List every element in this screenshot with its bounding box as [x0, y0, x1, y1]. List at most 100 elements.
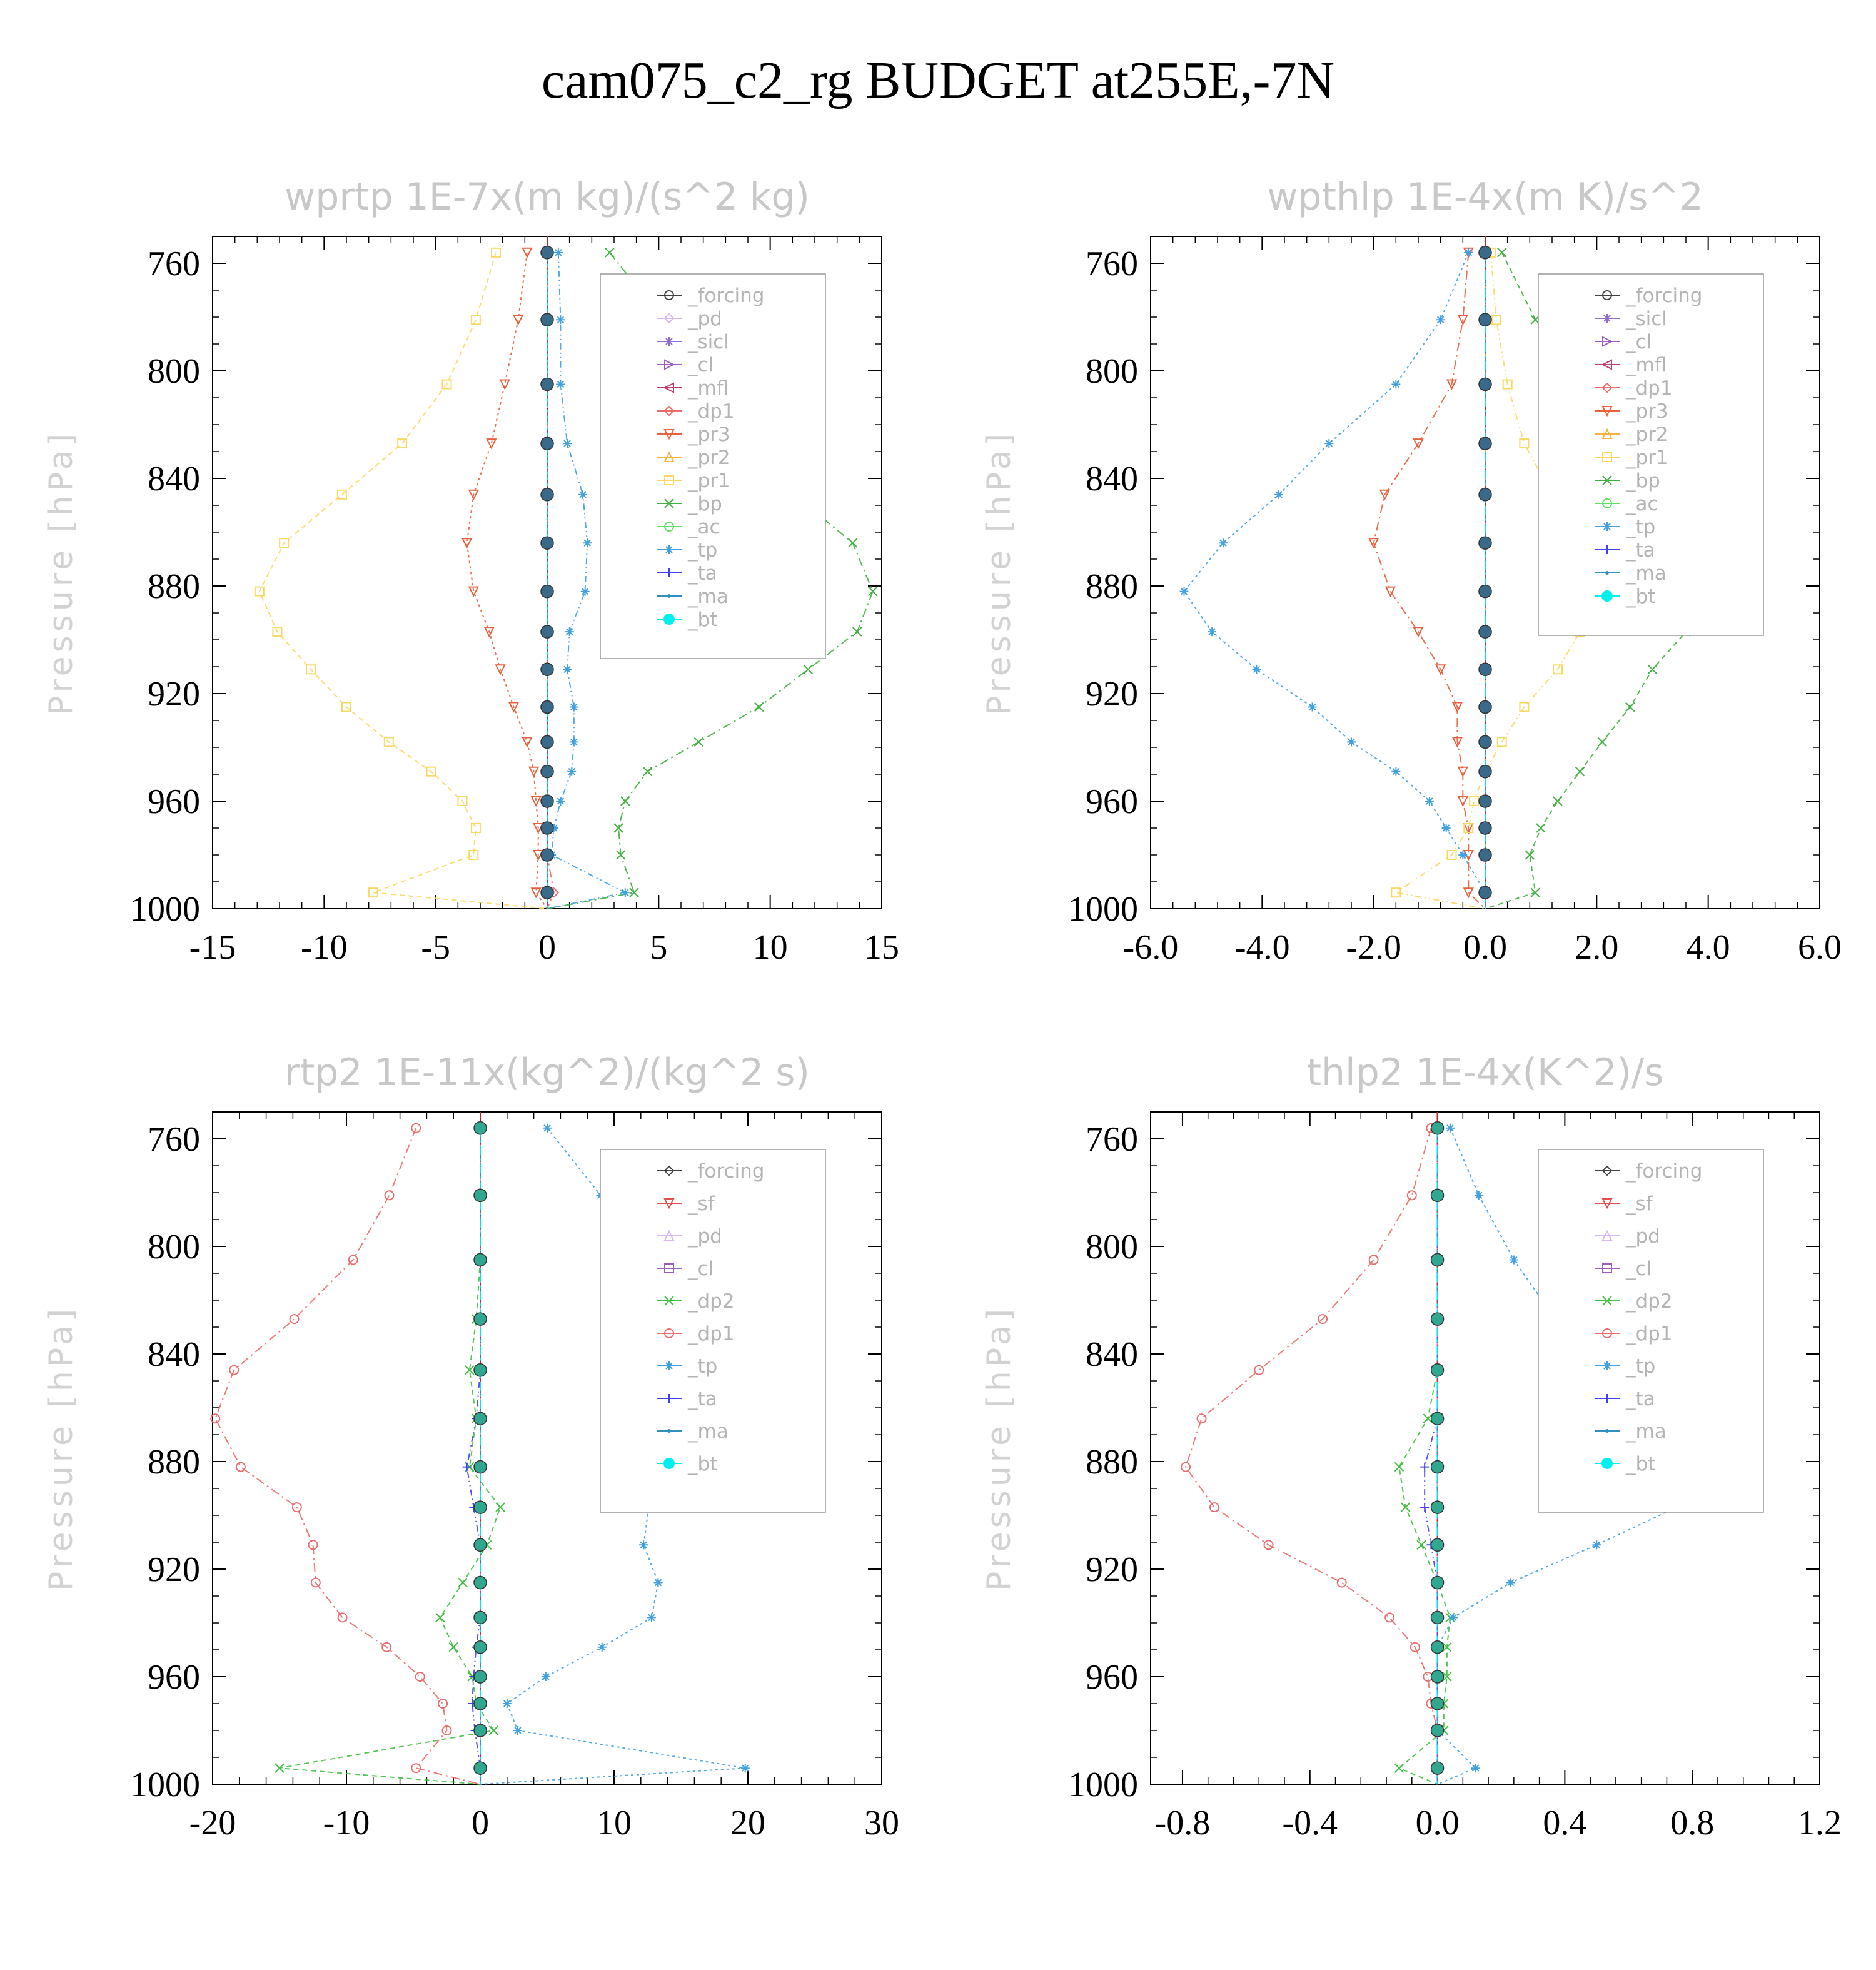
legend-item: _forcing: [657, 285, 764, 307]
series-line: [1183, 252, 1486, 909]
data-point: [499, 379, 510, 390]
data-point: [556, 380, 565, 389]
center-point: [540, 821, 554, 835]
legend-label: _ma: [687, 1420, 729, 1443]
data-point: [1218, 538, 1228, 548]
center-point: [1478, 764, 1492, 779]
legend-label: _sicl: [687, 331, 729, 353]
legend-label: _bt: [1625, 585, 1655, 608]
legend-marker: [665, 545, 673, 554]
data-point: [522, 247, 533, 259]
center-point: [1478, 488, 1492, 502]
data-point: [653, 1578, 663, 1587]
x-axis: -15 -10 -5 0 5 10 15: [189, 236, 899, 967]
data-point: [583, 538, 592, 548]
center-point: [540, 313, 554, 327]
x-tick-label: -10: [301, 928, 348, 967]
legend-marker: [1601, 1165, 1613, 1176]
legend-label: _ma: [687, 585, 729, 608]
legend-label: _dp1: [1625, 377, 1673, 400]
legend-marker: [665, 1361, 673, 1370]
legend-label: _pd: [687, 308, 722, 330]
panel-title: thlp2 1E-4x(K^2)/s: [1306, 1051, 1663, 1094]
legend-label: _tp: [687, 1355, 717, 1378]
center-point: [540, 536, 554, 550]
center-point: [1430, 1575, 1445, 1590]
center-point: [540, 764, 554, 779]
data-point: [754, 702, 764, 712]
x-tick-label: 2.0: [1575, 928, 1618, 967]
y-tick-label: 760: [1086, 245, 1138, 283]
data-point: [1179, 587, 1189, 596]
center-point: [1430, 1363, 1445, 1377]
legend-item: _ac: [1595, 493, 1658, 515]
data-point: [465, 1365, 475, 1375]
legend-label: _ta: [687, 562, 717, 585]
series-line: [1424, 1128, 1438, 1784]
data-point: [210, 1413, 221, 1424]
legend-label: _cl: [1625, 1258, 1652, 1280]
data-point: [1491, 315, 1501, 325]
center-point: [1478, 437, 1492, 450]
data-point: [468, 586, 479, 597]
data-point: [1597, 737, 1607, 747]
legend-marker: [1601, 1458, 1613, 1469]
data-point: [1391, 887, 1401, 898]
x-tick-label: -20: [189, 1804, 236, 1842]
data-point: [513, 1726, 522, 1735]
legend-item: _forcing: [1595, 285, 1702, 307]
data-point: [1420, 1503, 1430, 1512]
data-point: [868, 586, 878, 597]
data-point: [1209, 1502, 1219, 1513]
data-point: [384, 1190, 395, 1201]
series-pr3: [1368, 247, 1486, 909]
data-point: [411, 1123, 421, 1133]
center-point: [540, 377, 554, 391]
data-point: [1519, 438, 1530, 449]
data-point: [483, 627, 495, 638]
legend-label: _pd: [1625, 1225, 1660, 1248]
legend-label: _bt: [1625, 1453, 1655, 1475]
page-title: cam075_c2_rg BUDGET at255E,-7N: [541, 51, 1335, 109]
legend-marker: [1601, 1198, 1613, 1210]
center-point: [473, 1575, 487, 1590]
data-point: [578, 490, 588, 499]
legend-marker: [1603, 1361, 1611, 1370]
legend-marker: [1602, 336, 1613, 347]
y-axis: 760 800 840 880 920 960 1000: [1068, 236, 1820, 929]
center-point: [1478, 536, 1492, 550]
legend: _forcing _sf _pd _cl _dp2 _dp1 _tp _ta _ma _bt: [1538, 1149, 1764, 1513]
legend-item: _dp1: [1595, 1323, 1673, 1345]
data-point: [272, 627, 283, 637]
data-point: [502, 1699, 512, 1708]
legend-marker: [1602, 498, 1612, 508]
data-point: [1536, 823, 1546, 833]
legend-label: _mfl: [1625, 354, 1667, 376]
data-point: [1446, 850, 1457, 860]
panel-title: wprtp 1E-7x(m kg)/(s^2 kg): [285, 175, 810, 219]
y-tick-label: 920: [148, 1550, 200, 1589]
series-dp2: [1394, 1123, 1455, 1785]
data-point: [441, 379, 452, 390]
y-tick-label: 960: [148, 782, 200, 821]
legend-item: _bt: [657, 609, 717, 631]
legend-label: _pr1: [687, 470, 730, 492]
data-point: [1575, 766, 1585, 777]
data-point: [1274, 490, 1284, 499]
data-point: [508, 702, 520, 713]
x-tick-label: -4.0: [1234, 928, 1290, 967]
y-axis-label: Pressure [hPa]: [43, 1305, 80, 1591]
legend-marker: [1602, 1296, 1612, 1306]
legend-item: _ma: [657, 585, 729, 608]
center-point: [1478, 662, 1492, 677]
legend-item: _sicl: [1595, 308, 1667, 330]
y-tick-label: 960: [1086, 1658, 1138, 1697]
y-tick-label: 1000: [130, 890, 200, 929]
legend-label: _forcing: [1625, 285, 1702, 307]
legend-item: _pr2: [1595, 423, 1668, 446]
center-point: [1478, 246, 1492, 260]
x-tick-label: 0: [472, 1804, 489, 1842]
legend-marker: [664, 290, 674, 300]
center-point: [473, 1697, 487, 1710]
data-point: [1469, 796, 1480, 806]
